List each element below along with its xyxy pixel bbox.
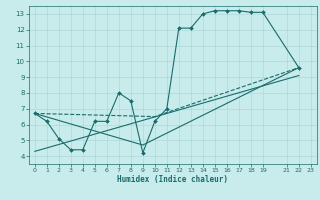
X-axis label: Humidex (Indice chaleur): Humidex (Indice chaleur) xyxy=(117,175,228,184)
